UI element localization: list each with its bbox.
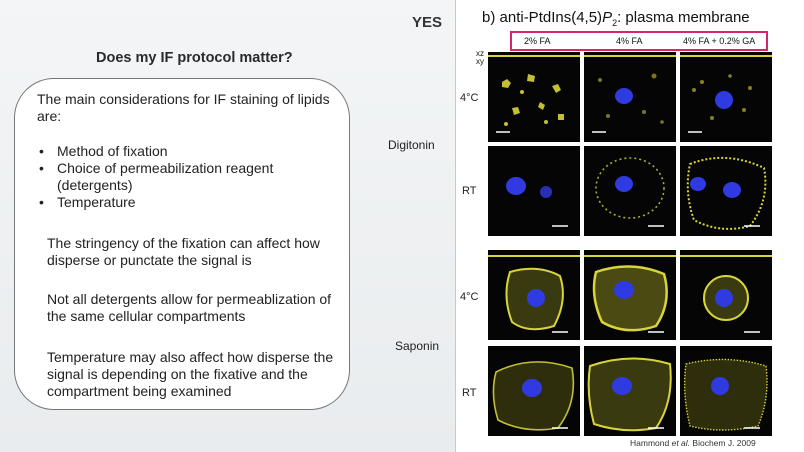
row-label-digitonin-4c: 4°C xyxy=(460,92,479,104)
xy-label: xy xyxy=(476,57,484,66)
column-label-2fa: 2% FA xyxy=(524,36,551,46)
micrograph-saponin-4c-2fa xyxy=(488,250,580,340)
detergent-label-digitonin: Digitonin xyxy=(388,138,435,152)
micrograph-saponin-4c-4fa-ga xyxy=(680,250,772,340)
micrograph-saponin-4c-4fa xyxy=(584,250,676,340)
considerations-list: Method of fixation Choice of permeabiliz… xyxy=(37,143,337,211)
figure-citation: Hammond et al. Biochem J. 2009 xyxy=(630,438,756,448)
projection-labels: xz xy xyxy=(476,50,484,66)
detergent-label-saponin: Saponin xyxy=(395,339,440,353)
figure-title: b) anti-PtdIns(4,5)P2: plasma membrane xyxy=(482,9,750,28)
micrograph-digitonin-4c-4fa xyxy=(584,52,676,142)
micrograph-digitonin-rt-4fa-ga xyxy=(680,146,772,236)
row-label-saponin-rt: RT xyxy=(462,387,477,399)
row-label-digitonin-rt: RT xyxy=(462,185,477,197)
intro-text: The main considerations for IF staining … xyxy=(37,91,330,124)
list-item-permeabilization: Choice of permeabilization reagent (dete… xyxy=(37,160,337,194)
row-label-saponin-4c: 4°C xyxy=(460,291,479,303)
condition-highlight-box xyxy=(510,31,768,51)
micrograph-digitonin-4c-4fa-ga xyxy=(680,52,772,142)
micrograph-saponin-rt-4fa xyxy=(584,346,676,436)
xz-label: xz xyxy=(476,49,484,58)
slide-title: Does my IF protocol matter? xyxy=(96,50,293,66)
micrograph-digitonin-4c-2fa xyxy=(488,52,580,142)
micrograph-digitonin-rt-4fa xyxy=(584,146,676,236)
micrograph-digitonin-rt-2fa xyxy=(488,146,580,236)
list-item-temperature: Temperature xyxy=(37,194,337,211)
considerations-bubble: The main considerations for IF staining … xyxy=(14,78,350,410)
yes-label: YES xyxy=(412,14,443,31)
column-label-4fa: 4% FA xyxy=(616,36,643,46)
paragraph-detergents: Not all detergents allow for permeabliza… xyxy=(47,291,332,324)
list-item-fixation: Method of fixation xyxy=(37,143,337,160)
column-label-4fa-ga: 4% FA + 0.2% GA xyxy=(683,36,756,46)
micrograph-saponin-rt-2fa xyxy=(488,346,580,436)
paragraph-temperature: Temperature may also affect how disperse… xyxy=(47,349,334,399)
micrograph-saponin-rt-4fa-ga xyxy=(680,346,772,436)
paragraph-fixation: The stringency of the fixation can affec… xyxy=(47,235,320,268)
